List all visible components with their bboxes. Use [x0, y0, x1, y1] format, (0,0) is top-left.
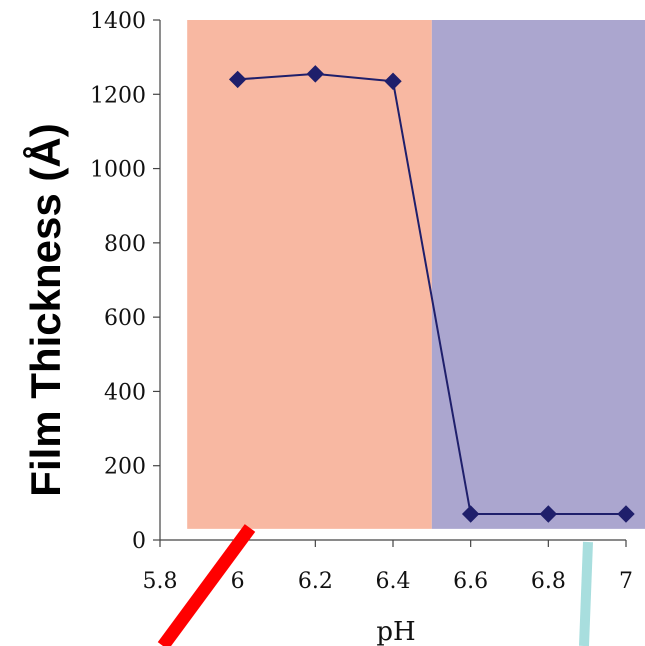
- y-axis-title: Film Thickness (Å): [22, 123, 69, 496]
- x-tick-label: 6.4: [376, 569, 411, 594]
- y-axis-ticks: 0 200 400 600 800 1000 1200 1400: [90, 9, 160, 554]
- cyan-stroke: [579, 541, 593, 646]
- y-tick-label: 0: [132, 529, 146, 554]
- shaded-region-2: [431, 20, 645, 529]
- x-tick-label: 7: [619, 569, 633, 594]
- data-point-marker: [306, 65, 325, 83]
- x-axis-ticks: 5.8 6 6.2 6.4 6.6 6.8 7: [143, 540, 633, 594]
- data-series: [228, 65, 635, 523]
- x-tick-label: 6.6: [453, 569, 488, 594]
- decorative-strokes: [157, 524, 593, 646]
- x-tick-label: 6.2: [298, 569, 333, 594]
- red-stroke: [157, 524, 256, 646]
- x-tick-label: 5.8: [143, 569, 178, 594]
- y-tick-label: 800: [104, 232, 146, 257]
- data-point-marker: [384, 72, 402, 90]
- y-tick-label: 1000: [90, 158, 146, 183]
- data-point-marker: [461, 505, 480, 523]
- shaded-region-1: [187, 20, 432, 529]
- y-tick-label: 400: [104, 380, 146, 405]
- series-line: [237, 72, 626, 515]
- x-axis-title: pH: [376, 617, 415, 646]
- y-tick-label: 1400: [90, 9, 146, 34]
- y-tick-label: 200: [104, 455, 146, 480]
- y-tick-label: 600: [104, 306, 146, 331]
- x-tick-label: 6.8: [531, 569, 566, 594]
- data-point-marker: [228, 70, 247, 89]
- y-tick-label: 1200: [90, 83, 146, 108]
- x-tick-label: 6: [231, 569, 245, 594]
- data-point-marker: [617, 505, 635, 523]
- data-point-marker: [539, 505, 558, 523]
- background-regions: [187, 20, 645, 529]
